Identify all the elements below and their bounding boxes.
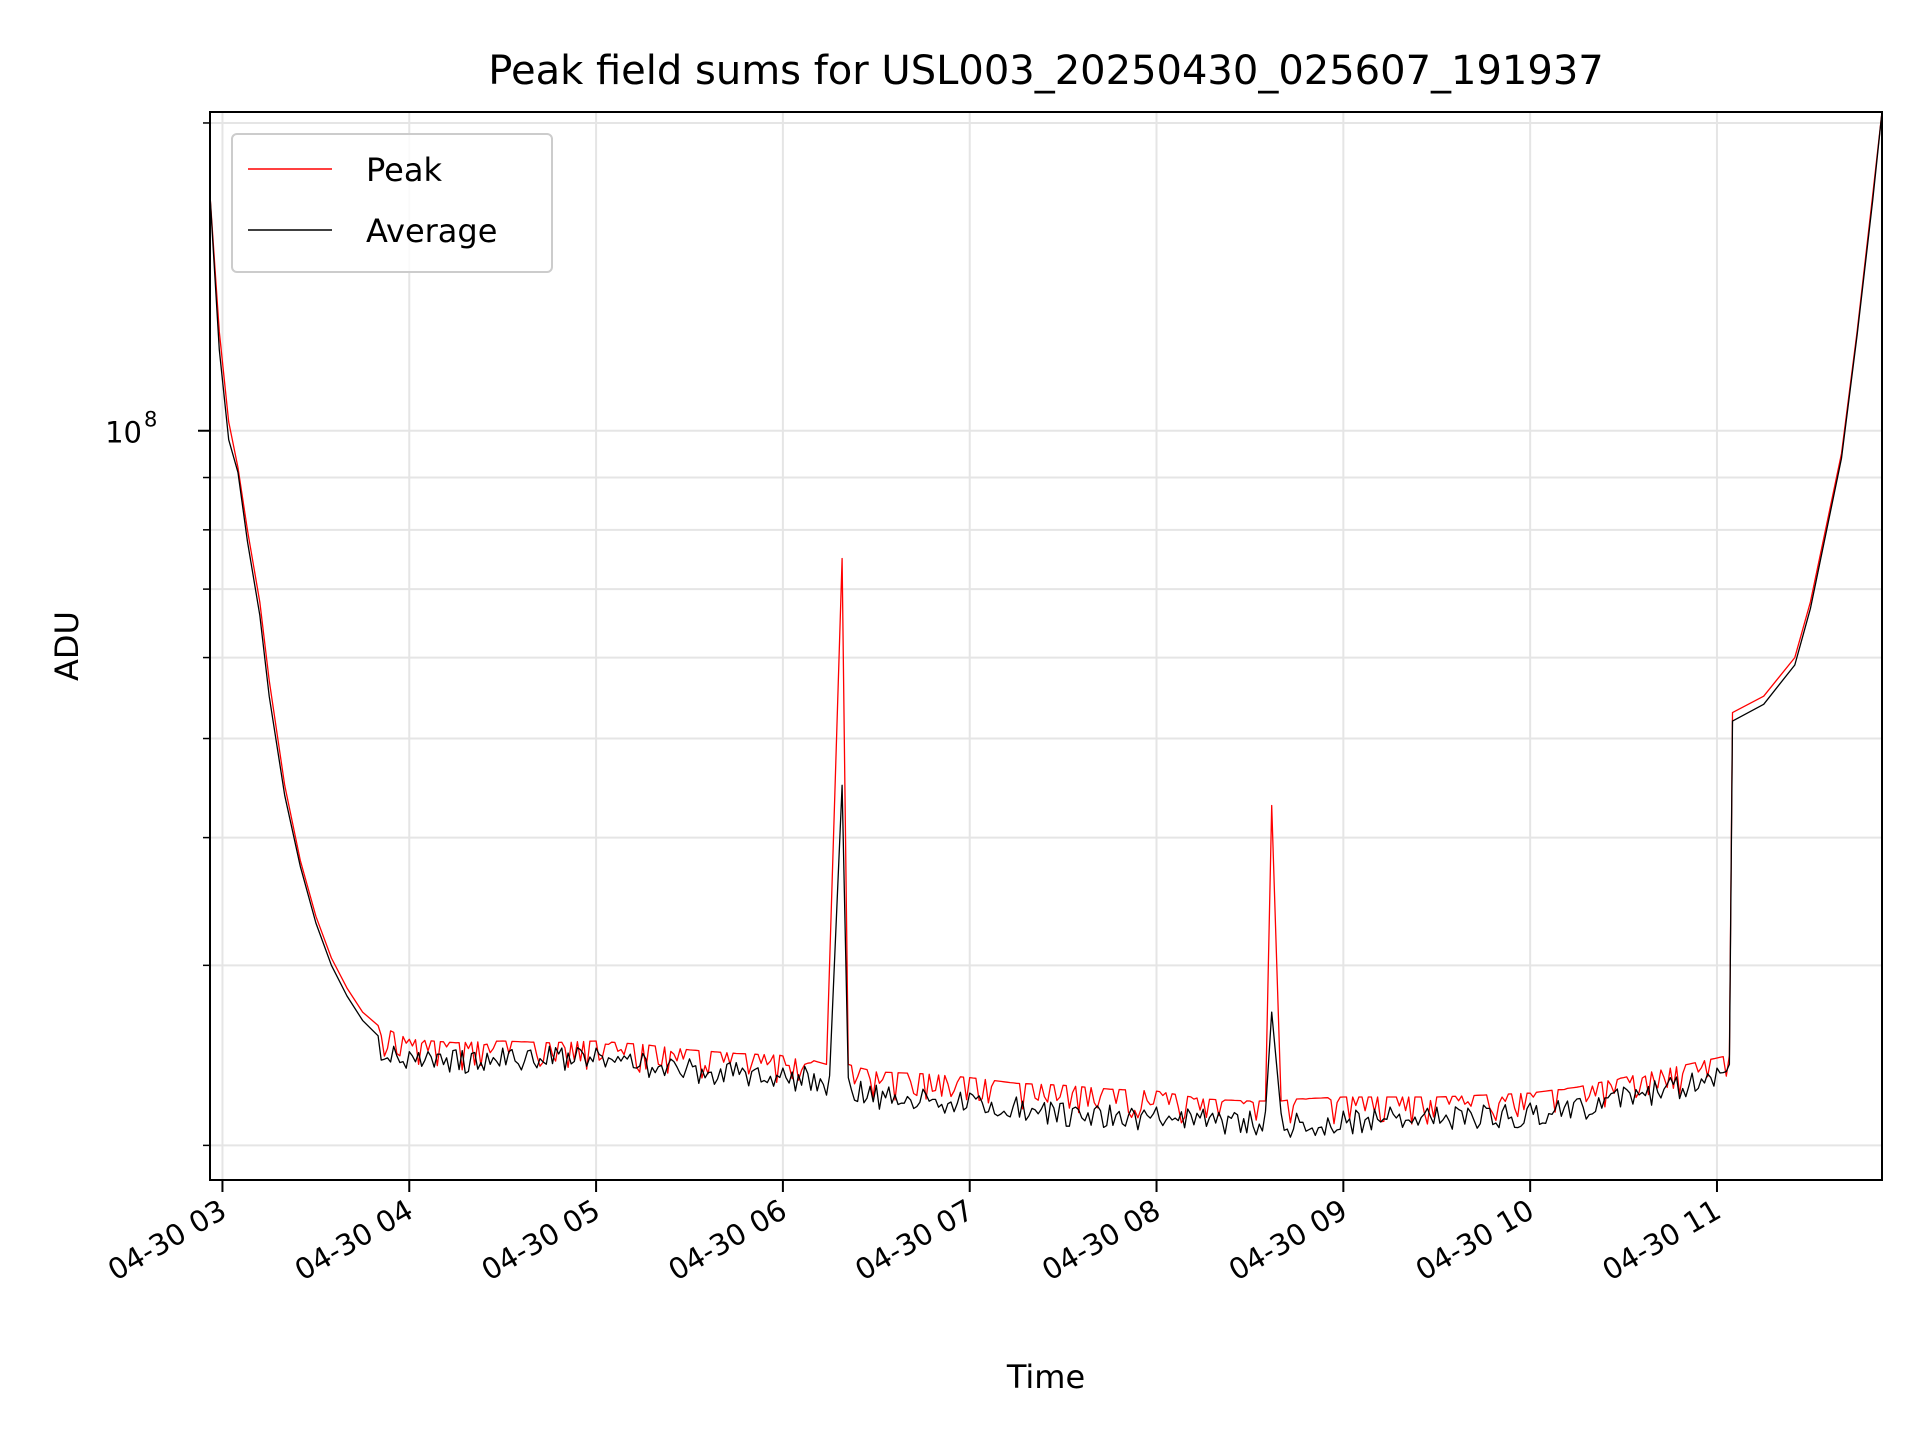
chart-title: Peak field sums for USL003_20250430_0256… <box>488 48 1603 94</box>
legend: Peak Average <box>231 133 553 273</box>
y-tick-exponent: 8 <box>144 408 157 432</box>
legend-peak-label: Peak <box>366 151 442 189</box>
x-axis-label: Time <box>1006 1358 1085 1396</box>
series-lines <box>209 111 1883 1138</box>
y-axis-label: ADU <box>48 611 86 681</box>
grid-lines <box>210 112 1882 1180</box>
series-peak <box>209 111 1883 1125</box>
series-line <box>209 111 1883 1138</box>
y-tick-label: 10 <box>105 416 142 450</box>
plot-frame <box>209 111 1883 1181</box>
series-line <box>209 111 1883 1125</box>
legend-average-label: Average <box>366 212 497 250</box>
series-average <box>209 111 1883 1138</box>
